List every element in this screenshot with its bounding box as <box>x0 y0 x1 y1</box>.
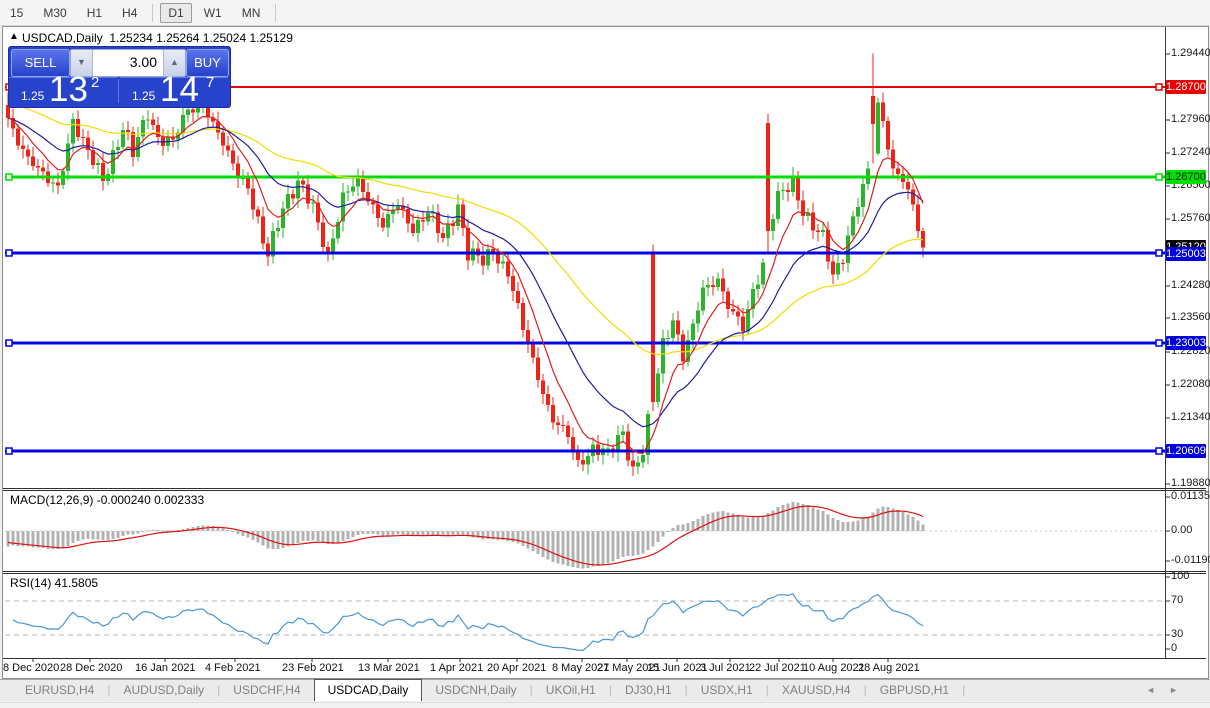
date-axis-label: 28 Dec 2020 <box>60 662 123 674</box>
buy-button[interactable]: BUY <box>186 49 229 77</box>
panel-collapse-icon[interactable]: ▲ <box>9 31 19 42</box>
pane-separator-macd[interactable] <box>3 488 1206 489</box>
tab-xauusd[interactable]: XAUUSD,H4 <box>781 683 851 697</box>
price-badge-1.26700: 1.26700 <box>1166 170 1206 184</box>
price-axis-label: 1.22080 <box>1171 378 1210 390</box>
date-axis-label: 4 Feb 2021 <box>205 662 261 674</box>
timeframe-button-15[interactable]: 15 <box>10 5 24 20</box>
tab-separator: | <box>107 683 111 697</box>
symbol-tab-bar: EURUSD,H4 | AUDUSD,Daily | USDCHF,H4 USDCAD,D… <box>0 679 1210 701</box>
indicator-axis-label: 100 <box>1171 570 1190 582</box>
sell-price-base: 1.25 <box>21 89 45 103</box>
price-axis-label: 1.19880 <box>1171 477 1210 489</box>
buy-price-fraction: 7 <box>206 74 215 91</box>
date-axis-label: 23 Feb 2021 <box>282 662 344 674</box>
tab-separator: | <box>217 683 221 697</box>
timeframe-toolbar: 15 M30 H1 H4 D1 W1 MN <box>0 0 1210 26</box>
tab-scroll-left-icon[interactable]: ◄ <box>1146 685 1170 695</box>
price-badge-1.25003: 1.25003 <box>1166 247 1206 261</box>
date-axis-label: 13 Mar 2021 <box>358 662 420 674</box>
sell-price-pips: 13 <box>49 70 88 109</box>
date-axis-label: 1 Apr 2021 <box>430 662 484 674</box>
status-bar <box>0 702 1210 708</box>
buy-price-pips: 14 <box>160 70 199 109</box>
volume-increase-icon[interactable]: ▲ <box>163 50 185 76</box>
indicator-axis-label: -0.01190 <box>1171 554 1210 566</box>
timeframe-button-w1[interactable]: W1 <box>203 5 222 20</box>
tab-separator: | <box>765 683 769 697</box>
sell-price-display[interactable]: 1.25 13 2 <box>9 70 117 109</box>
chart-window[interactable] <box>2 26 1209 679</box>
date-axis-label: 3 Jul 2021 <box>700 662 751 674</box>
one-click-trading-panel: SELL ▼ 3.00 ▲ BUY 1.25 13 2 1.25 14 7 <box>8 46 231 109</box>
timeframe-button-h1[interactable]: H1 <box>86 5 103 20</box>
symbol-period-label: USDCAD,Daily <box>22 31 103 45</box>
timeframe-button-m30[interactable]: M30 <box>43 5 67 20</box>
tab-eurusd[interactable]: EURUSD,H4 <box>25 683 95 697</box>
price-axis-label: 1.29440 <box>1171 47 1210 59</box>
tab-usdx[interactable]: USDX,H1 <box>700 683 753 697</box>
indicator-axis-label: 70 <box>1171 594 1184 606</box>
pane-separator-rsi2 <box>3 573 1206 574</box>
rsi-indicator-label: RSI(14) 41.5805 <box>10 576 99 590</box>
ohlc-values: 1.25234 1.25264 1.25024 1.25129 <box>109 31 293 45</box>
indicator-axis-label: 0 <box>1171 642 1178 654</box>
tab-separator: | <box>684 683 688 697</box>
tab-separator: | <box>608 683 612 697</box>
tab-audusd[interactable]: AUDUSD,Daily <box>123 683 205 697</box>
tab-separator: | <box>863 683 867 697</box>
price-axis-label: 1.24280 <box>1171 279 1210 291</box>
pane-separator-macd2 <box>3 490 1206 491</box>
tab-separator: | <box>529 683 533 697</box>
date-axis-border <box>3 658 1206 659</box>
date-axis-label: 22 Jul 2021 <box>749 662 806 674</box>
indicator-axis-label: 30 <box>1171 628 1184 640</box>
indicator-axis-label: 0.00 <box>1171 524 1193 536</box>
tab-usdcnh[interactable]: USDCNH,Daily <box>435 683 517 697</box>
tab-usdcad[interactable]: USDCAD,Daily <box>313 679 423 701</box>
tab-gbpusd[interactable]: GBPUSD,H1 <box>879 683 950 697</box>
date-axis-label: 16 Jan 2021 <box>135 662 196 674</box>
tab-dj30[interactable]: DJ30,H1 <box>624 683 672 697</box>
pane-separator-rsi[interactable] <box>3 571 1206 572</box>
volume-spinner: ▼ 3.00 ▲ <box>70 49 186 77</box>
price-axis-border <box>1165 27 1166 658</box>
price-axis-label: 1.27960 <box>1171 113 1210 125</box>
price-axis-label: 1.23560 <box>1171 311 1210 323</box>
macd-indicator-label: MACD(12,26,9) -0.000240 0.002333 <box>10 493 205 507</box>
timeframe-button-h4[interactable]: H4 <box>122 5 138 20</box>
tab-scroll-right-icon[interactable]: ► <box>1169 685 1192 695</box>
date-axis-label: 10 Aug 2021 <box>803 662 865 674</box>
buy-price-base: 1.25 <box>132 89 156 103</box>
price-badge-1.20609: 1.20609 <box>1166 444 1206 458</box>
tab-scroll-arrows[interactable]: ◄► <box>1146 685 1192 695</box>
price-badge-1.23003: 1.23003 <box>1166 336 1206 350</box>
volume-decrease-icon[interactable]: ▼ <box>71 50 93 76</box>
date-axis-label: 20 Apr 2021 <box>487 662 547 674</box>
date-axis-label: 27 May 2021 <box>597 662 661 674</box>
toolbar-separator <box>275 3 277 22</box>
chart-title: USDCAD,Daily 1.25234 1.25264 1.25024 1.2… <box>22 31 293 45</box>
sell-price-fraction: 2 <box>91 74 100 91</box>
price-badge-1.28700: 1.28700 <box>1166 80 1206 94</box>
sell-button[interactable]: SELL <box>11 49 70 77</box>
date-axis-label: 15 Jun 2021 <box>647 662 708 674</box>
tab-usdchf[interactable]: USDCHF,H4 <box>233 683 301 697</box>
price-axis-label: 1.21340 <box>1171 411 1210 423</box>
timeframe-button-d1[interactable]: D1 <box>160 2 192 23</box>
volume-input[interactable]: 3.00 <box>129 54 157 70</box>
timeframe-button-mn[interactable]: MN <box>241 5 261 20</box>
buy-price-display[interactable]: 1.25 14 7 <box>120 70 228 109</box>
price-axis-label: 1.27240 <box>1171 146 1210 158</box>
date-axis-label: 8 Dec 2020 <box>3 662 60 674</box>
tab-ukoil[interactable]: UKOil,H1 <box>545 683 596 697</box>
date-axis-label: 8 May 2021 <box>552 662 610 674</box>
price-divider <box>118 79 119 103</box>
date-axis-label: 28 Aug 2021 <box>858 662 920 674</box>
price-axis-label: 1.25760 <box>1171 212 1210 224</box>
toolbar-separator <box>152 3 154 22</box>
tab-separator: | <box>962 683 966 697</box>
indicator-axis-label: 0.01135 <box>1171 490 1210 502</box>
